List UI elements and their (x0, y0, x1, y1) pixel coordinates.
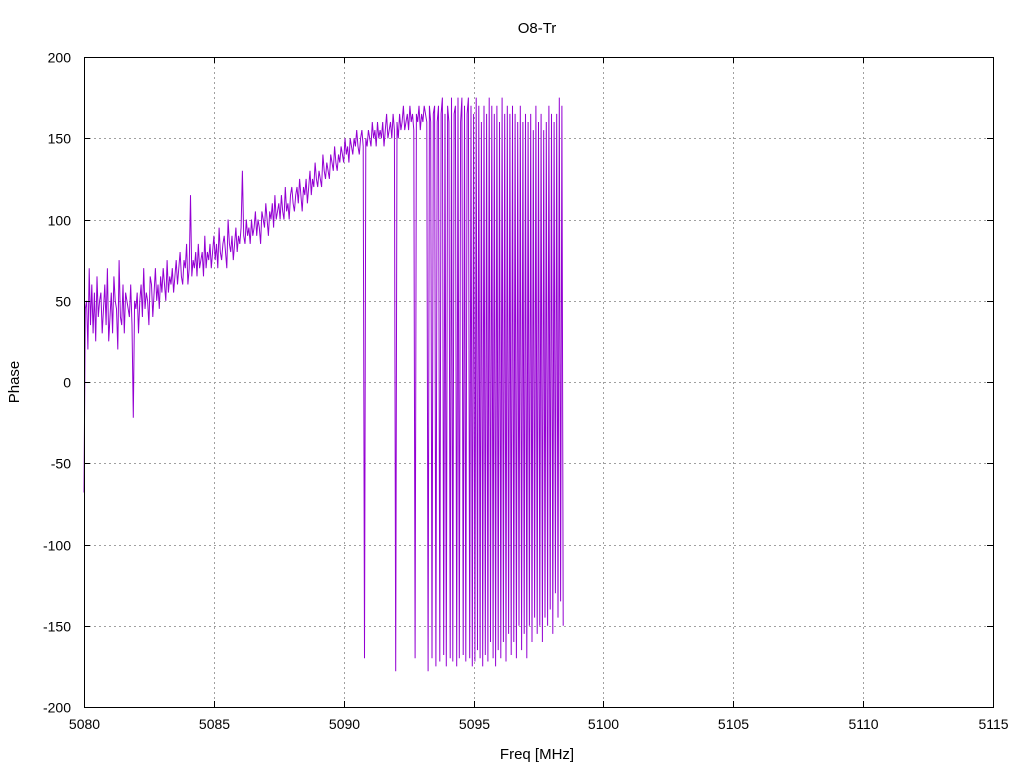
x-tick-label: 5085 (199, 716, 230, 732)
chart-title: O8-Tr (518, 20, 557, 37)
y-axis-label: Phase (6, 361, 23, 404)
y-tick-label: 0 (63, 375, 71, 391)
x-axis-label: Freq [MHz] (500, 746, 574, 763)
x-tick-label: 5090 (329, 716, 360, 732)
y-tick-label: 100 (48, 213, 72, 229)
x-tick-label: 5100 (588, 716, 619, 732)
phase-series-line (83, 97, 564, 672)
x-tick-label: 5095 (459, 716, 490, 732)
series-layer (83, 97, 564, 672)
grid-lines (84, 57, 993, 707)
y-tick-label: -50 (51, 456, 71, 472)
x-tick-label: 5115 (978, 716, 1008, 732)
x-tick-label: 5105 (718, 716, 749, 732)
axis-ticks: 5080 5085 5090 5095 5100 5105 5110 5115 -200 -150… (43, 50, 1009, 733)
x-tick-label: 5080 (69, 716, 100, 732)
y-tick-label: 50 (55, 294, 71, 310)
y-tick-label: 150 (48, 131, 72, 147)
y-tick-label: -200 (43, 700, 71, 716)
y-tick-label: 200 (48, 50, 72, 66)
y-tick-label: -150 (43, 619, 71, 635)
x-tick-label: 5110 (848, 716, 878, 732)
y-tick-label: -100 (43, 538, 71, 554)
